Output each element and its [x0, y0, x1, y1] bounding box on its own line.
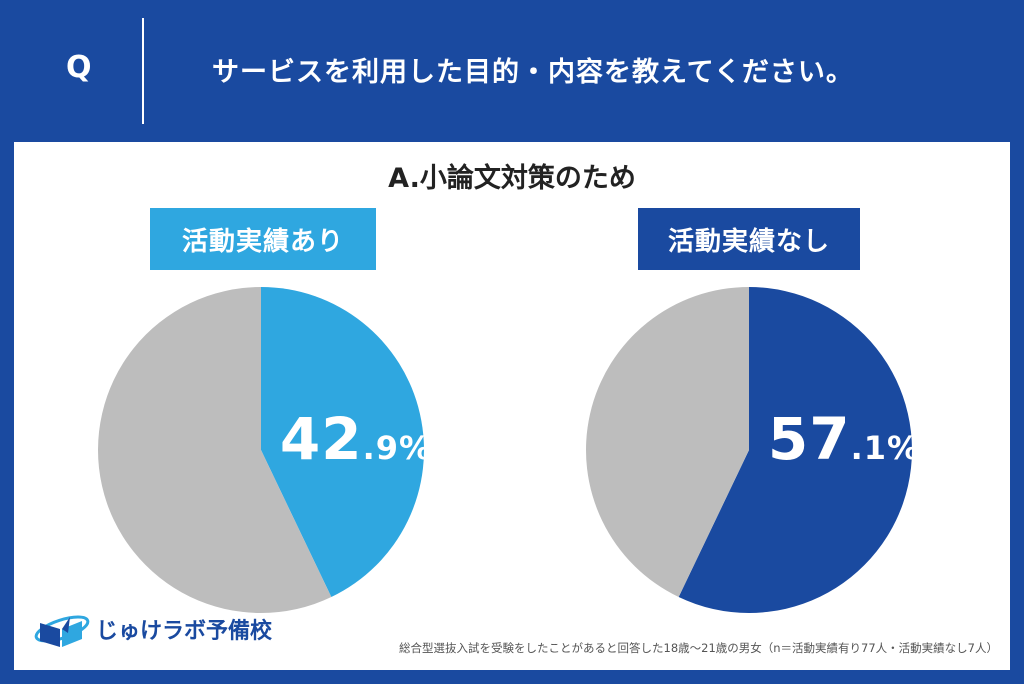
- pie-slice-rest: [97, 287, 332, 613]
- brand-logo: じゅけラボ予備校: [32, 604, 272, 654]
- question-mark-label: Q: [66, 50, 92, 85]
- pie-value-int: 57: [767, 405, 851, 473]
- question-text: サービスを利用した目的・内容を教えてください。: [212, 57, 854, 88]
- pie-slice-rest: [586, 287, 749, 598]
- pie-chart-without-activity: 57.1%: [584, 285, 919, 615]
- pie-value-label-without-activity: 57.1%: [764, 405, 924, 473]
- logo-text: じゅけラボ予備校: [96, 619, 273, 644]
- book-logo-icon: [34, 615, 90, 647]
- badge-with-activity: 活動実績あり: [150, 208, 376, 270]
- pie-value-label-with-activity: 42.9%: [276, 405, 436, 473]
- pie-chart-with-activity: 42.9%: [96, 285, 431, 615]
- pie-value-int: 42: [279, 405, 363, 473]
- pie-svg-without-activity: [586, 287, 913, 613]
- footnote: 総合型選抜入試を受験をしたことがあると回答した18歳～21歳の男女（n＝活動実績…: [399, 641, 998, 655]
- answer-title: A.小論文対策のため: [388, 163, 636, 194]
- pie-value-dec: .9%: [362, 429, 433, 467]
- pie-slice-main: [678, 287, 913, 613]
- header-bar: Q サービスを利用した目的・内容を教えてください。: [0, 0, 1024, 140]
- badge-without-activity: 活動実績なし: [638, 208, 860, 270]
- pie-slice-main: [261, 287, 424, 598]
- pie-value-dec: .1%: [850, 429, 921, 467]
- chart-panel: A.小論文対策のため 活動実績あり 活動実績なし 42.9% 57.1%: [14, 142, 1010, 670]
- header-divider: [142, 18, 144, 124]
- pie-svg-with-activity: [97, 287, 424, 613]
